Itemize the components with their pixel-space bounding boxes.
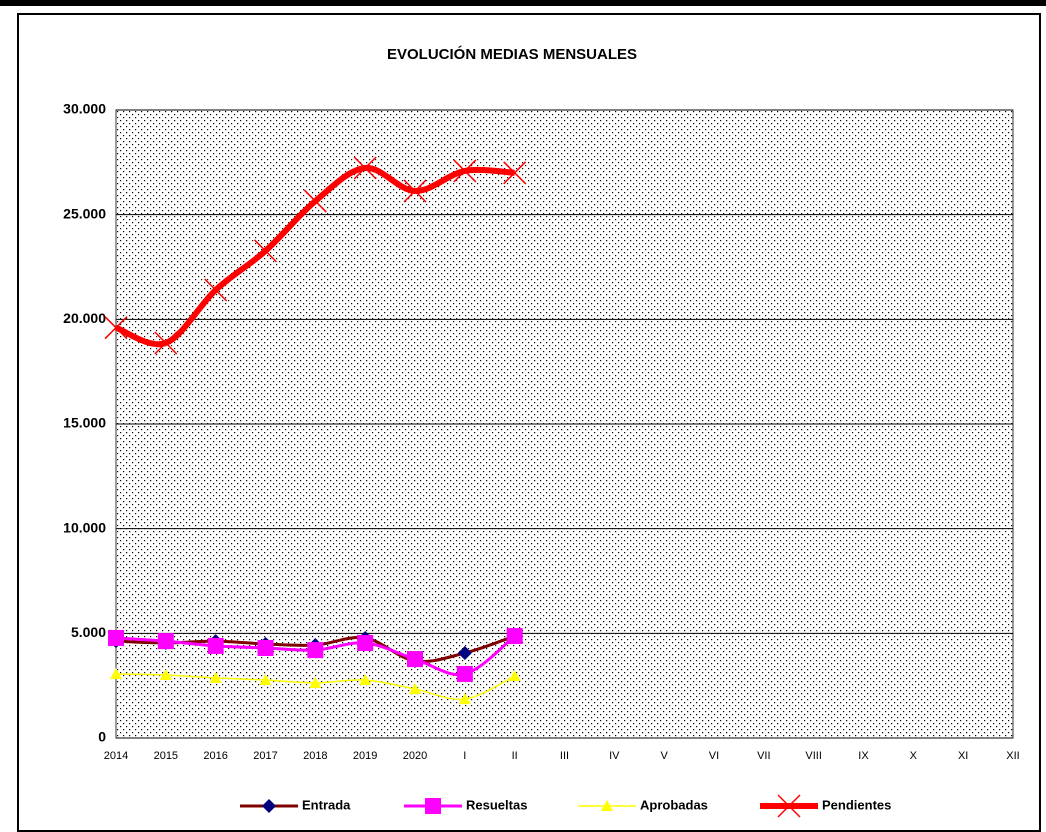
data-point (154, 331, 178, 355)
y-tick-label: 5.000 (71, 624, 106, 640)
x-tick-label: III (560, 750, 569, 762)
x-tick-label: 2016 (203, 750, 227, 762)
y-tick-label: 15.000 (63, 415, 106, 431)
data-point (503, 161, 527, 185)
data-point (108, 629, 124, 646)
top-bar (0, 0, 1046, 6)
data-point (209, 671, 222, 683)
data-point (353, 156, 377, 180)
x-tick-label: XII (1006, 750, 1019, 762)
data-point (207, 637, 224, 654)
data-point (259, 674, 272, 686)
legend-label: Pendientes (822, 797, 891, 812)
legend-marker (777, 794, 801, 818)
legend-label: Aprobadas (640, 797, 708, 812)
data-point (157, 633, 174, 650)
x-tick-label: 2014 (104, 750, 128, 762)
data-point (407, 651, 423, 668)
data-point (508, 670, 521, 682)
data-point (506, 628, 523, 645)
x-tick-label: XI (958, 750, 968, 762)
data-point (409, 683, 421, 695)
data-point (457, 646, 472, 661)
data-point (104, 316, 128, 340)
legend-label: Resueltas (466, 797, 527, 812)
data-point (456, 665, 473, 682)
data-point (110, 667, 122, 679)
y-tick-label: 30.000 (63, 101, 106, 117)
legend-marker (425, 798, 441, 814)
x-tick-label: VIII (805, 750, 822, 762)
legend-marker (262, 799, 276, 813)
x-tick-label: I (463, 750, 466, 762)
chart-title: EVOLUCIÓN MEDIAS MENSUALES (387, 45, 637, 63)
x-tick-label: 2018 (303, 750, 327, 762)
x-tick-label: 2017 (253, 750, 277, 762)
x-tick-label: VII (757, 750, 770, 762)
data-point (359, 674, 372, 686)
data-point (253, 239, 278, 263)
x-tick-label: II (512, 750, 518, 762)
y-tick-label: 25.000 (63, 205, 106, 221)
x-tick-label: V (660, 750, 668, 762)
x-tick-label: X (910, 750, 918, 762)
x-tick-label: VI (709, 750, 719, 762)
x-tick-label: 2020 (403, 750, 427, 762)
data-point (257, 639, 274, 656)
data-point (453, 159, 477, 183)
data-point (403, 179, 427, 203)
data-point (357, 634, 374, 651)
data-point (309, 676, 322, 688)
data-point (307, 642, 324, 659)
legend-marker (601, 800, 613, 811)
y-tick-label: 0 (98, 729, 106, 745)
data-point (204, 278, 228, 302)
x-tick-label: IV (609, 750, 620, 762)
legend-label: Entrada (302, 797, 351, 812)
x-tick-label: 2019 (353, 750, 377, 762)
data-point (303, 189, 327, 213)
y-tick-label: 10.000 (63, 519, 106, 535)
data-point (159, 668, 172, 680)
data-point (458, 693, 471, 705)
x-tick-label: 2015 (154, 750, 178, 762)
y-tick-label: 20.000 (63, 310, 106, 326)
x-tick-label: IX (858, 750, 869, 762)
